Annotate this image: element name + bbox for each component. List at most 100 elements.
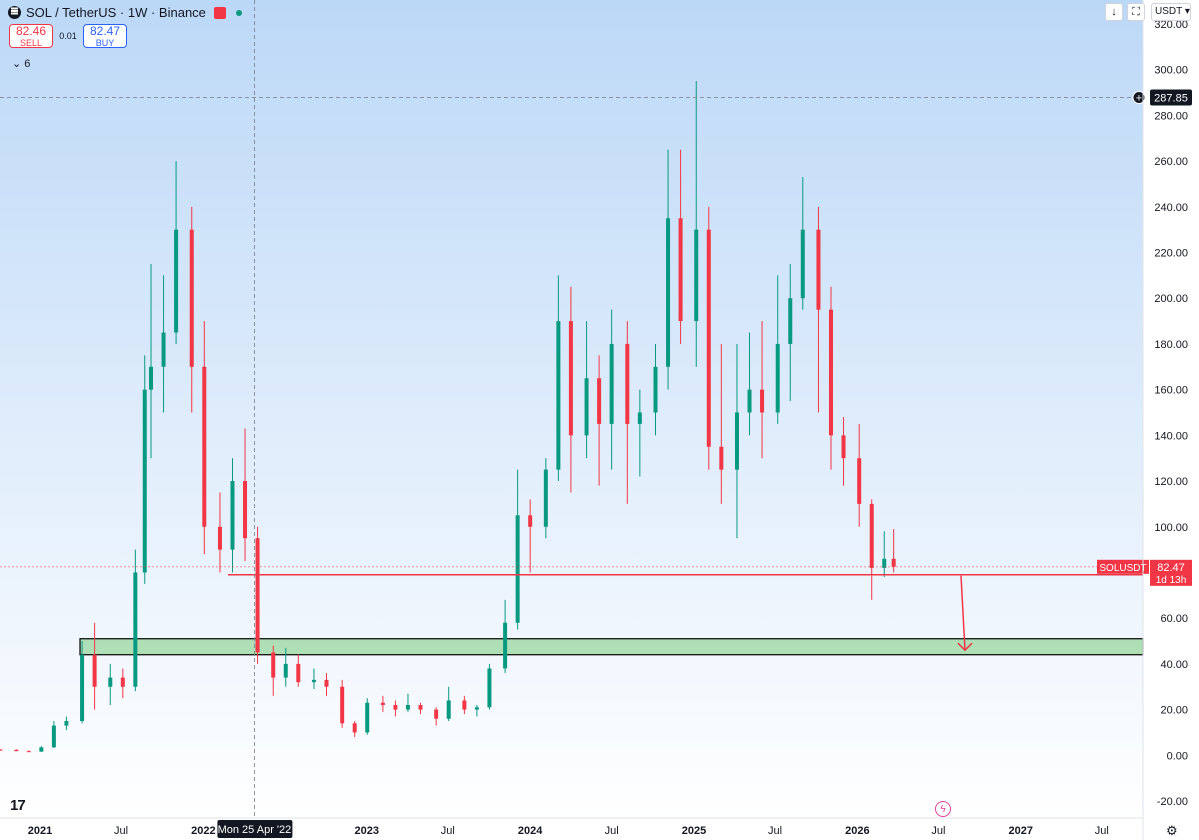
candle-body [706,229,711,447]
candle-body [760,389,765,413]
candle-body [747,389,752,413]
y-tick-label: 180.00 [1154,339,1188,351]
candle-body [142,389,147,573]
indicators-toggle[interactable]: ⌄ 6 [12,57,30,70]
tradingview-logo-icon[interactable]: 17 [10,797,26,814]
candle-body [161,332,166,367]
candle-body [637,412,642,424]
candle-body [788,298,793,344]
candle-body [283,663,288,678]
candle-body [666,218,671,367]
candle-body [487,668,492,708]
download-button[interactable]: ↓ [1105,3,1123,21]
candle-body [474,707,479,710]
gear-icon[interactable]: ⚙ [1166,823,1178,838]
currency-value: USDT [1155,6,1183,17]
y-tick-label: 20.00 [1160,705,1188,717]
support-zone [79,638,1144,656]
y-tick-label: 260.00 [1154,156,1188,168]
candle-body [515,515,520,623]
candle-body [380,702,385,706]
y-tick-label: 320.00 [1154,19,1188,31]
candle-body [26,751,31,753]
candle-body [597,378,602,424]
crosshair-price-label: 287.85 [1154,92,1188,104]
x-tick-label: 2027 [1009,825,1033,837]
symbol-tag-label: SOLUSDT [1099,563,1146,574]
candle-body [393,705,398,710]
x-tick-label: 2023 [355,825,379,837]
candle-body [189,229,194,367]
candle-body [217,526,222,550]
x-tick-label: Jul [768,825,782,837]
x-tick-label: 2021 [28,825,52,837]
candle-body [202,366,207,527]
chevron-down-icon: ▾ [1184,6,1190,17]
y-tick-label: -20.00 [1157,796,1188,808]
candle-body [243,481,248,539]
candle-body [609,343,614,424]
candle-body [828,309,833,436]
candle-body [230,481,235,550]
candle-body [556,321,561,470]
y-tick-label: 280.00 [1154,110,1188,122]
candle-body [311,679,316,683]
candle-body [857,458,862,504]
buy-price: 82.47 [89,24,121,38]
symbol-price-tag [1097,559,1149,574]
lightning-icon[interactable]: ϟ [935,801,951,817]
x-tick-label: 2026 [845,825,869,837]
fullscreen-button[interactable]: ⛶ [1127,3,1145,21]
current-price-tag [1150,559,1192,586]
x-tick-label: 2024 [518,825,543,837]
trade-buttons: 82.46 SELL 0.01 82.47 BUY [9,24,127,48]
candle-body [719,446,724,470]
candle-body [405,705,410,710]
candle-body [882,558,887,568]
candle-body [841,435,846,459]
x-tick-label: Jul [114,825,128,837]
candle-body [418,705,423,710]
buy-button[interactable]: 82.47 BUY [83,24,127,48]
candle-body [568,321,573,436]
projection-arrow-head [957,642,973,652]
candle-body [14,749,19,752]
x-tick-label: 2022 [191,825,215,837]
y-tick-label: 240.00 [1154,202,1188,214]
candle-body [625,343,630,424]
y-tick-label: 120.00 [1154,476,1188,488]
current-price-label: 82.47 [1157,562,1185,574]
plus-icon: + [1136,92,1142,104]
x-tick-label: Jul [1095,825,1109,837]
y-tick-label: 40.00 [1160,659,1188,671]
market-open-icon [235,9,242,16]
candle-body [528,515,533,527]
candle-body [584,378,589,436]
sell-price: 82.46 [15,24,47,38]
sell-label: SELL [19,38,43,48]
candle-body [734,412,739,470]
crosshair-price-tag [1150,89,1192,106]
y-tick-label: 100.00 [1154,522,1188,534]
candle-body [271,652,276,678]
time-axis-background [0,818,1143,840]
sell-button[interactable]: 82.46 SELL [9,24,53,48]
candle-body [92,654,97,687]
flag-icon[interactable] [213,6,226,19]
candle-body [352,723,357,733]
y-tick-label: 220.00 [1154,248,1188,260]
indicators-count: 6 [24,58,31,70]
candle-body [340,686,345,724]
candle-body [503,622,508,669]
candle-body [891,558,896,567]
y-tick-label: 160.00 [1154,385,1188,397]
y-tick-label: 0.00 [1167,750,1188,762]
candle-body [775,343,780,413]
candle-body [108,677,113,687]
symbol-header: SOL / TetherUS · 1W · Binance [8,5,242,20]
symbol-title[interactable]: SOL / TetherUS · 1W · Binance [26,5,206,20]
candle-body [120,677,125,687]
solana-logo-icon [8,6,21,19]
currency-select[interactable]: USDT ▾ [1151,3,1191,21]
